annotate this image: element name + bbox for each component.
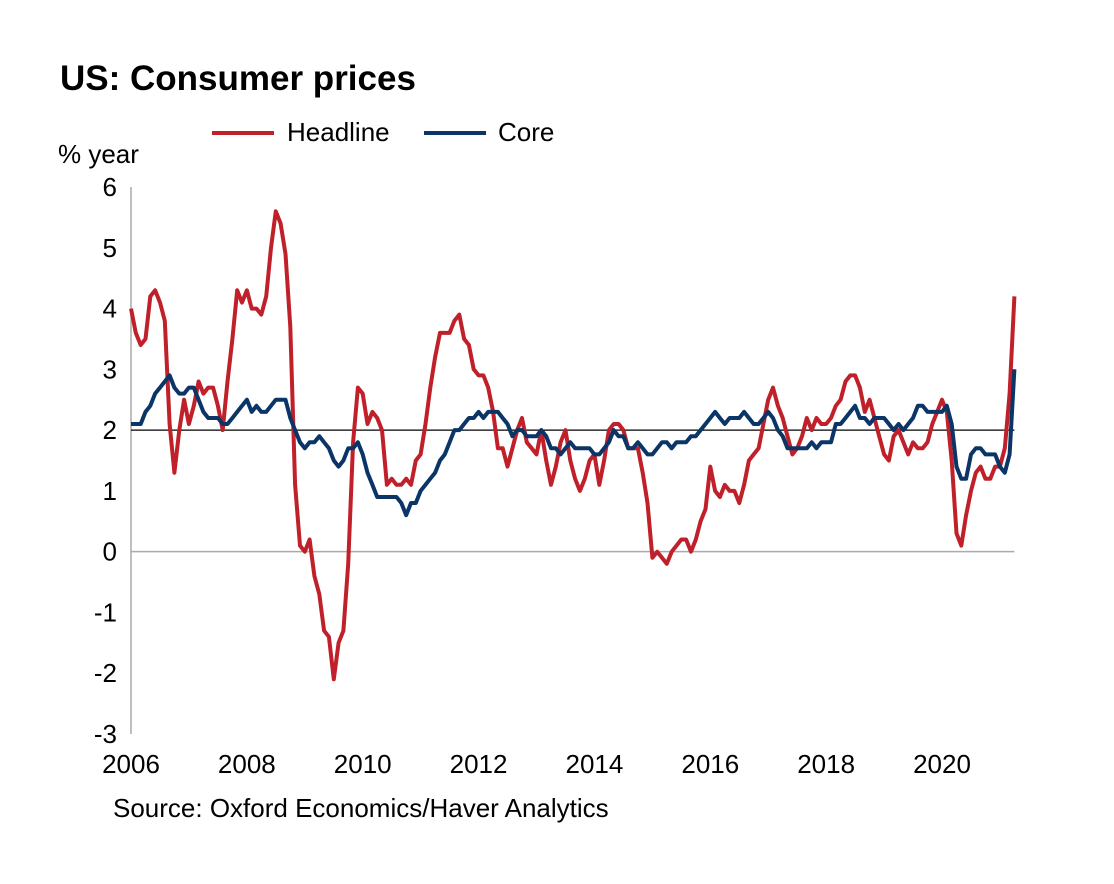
x-tick-label: 2006 (102, 749, 160, 779)
x-tick-label: 2018 (797, 749, 855, 779)
series-line-core (131, 369, 1017, 518)
x-tick-label: 2016 (681, 749, 739, 779)
y-tick-label: -1 (94, 597, 117, 627)
legend: Headline Core (212, 117, 554, 147)
y-tick-label: 5 (103, 233, 117, 263)
legend-label-headline: Headline (287, 117, 390, 147)
y-tick-label: 3 (103, 354, 117, 384)
y-tick-label: 1 (103, 476, 117, 506)
chart-title: US: Consumer prices (60, 59, 416, 98)
y-tick-label: -2 (94, 658, 117, 688)
y-tick-label: 4 (103, 294, 117, 324)
y-tick-label: 0 (103, 537, 117, 567)
y-tick-label: 6 (103, 172, 117, 202)
y-tick-label: -3 (94, 719, 117, 749)
legend-label-core: Core (498, 117, 554, 147)
source-note: Source: Oxford Economics/Haver Analytics (113, 793, 609, 823)
x-tick-label: 2012 (450, 749, 508, 779)
x-tick-label: 2014 (566, 749, 624, 779)
y-tick-label: 2 (103, 415, 117, 445)
x-tick-label: 2010 (334, 749, 392, 779)
x-tick-label: 2020 (913, 749, 971, 779)
y-axis-label: % year (58, 139, 139, 169)
series-line-headline (129, 209, 1017, 682)
x-tick-label: 2008 (218, 749, 276, 779)
